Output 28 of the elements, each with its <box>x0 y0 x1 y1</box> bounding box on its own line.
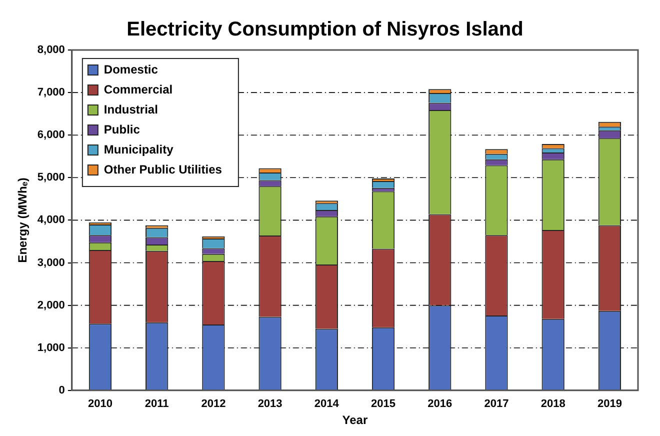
x-axis-title: Year <box>342 413 368 428</box>
x-tick-label: 2016 <box>428 398 452 410</box>
x-tick-label: 2014 <box>314 398 340 410</box>
y-tick-label: 0 <box>58 384 65 396</box>
x-tick-label: 2015 <box>371 398 396 410</box>
y-axis-title: Energy (MWhₑ) <box>16 178 30 263</box>
y-tick-label: 7,000 <box>37 86 65 99</box>
x-tick-label: 2012 <box>201 398 226 410</box>
x-tick-label: 2011 <box>144 398 169 410</box>
chart-title: Electricity Consumption of Nisyros Island <box>126 18 524 41</box>
legend-label: Industrial <box>104 102 158 116</box>
y-tick-label: 5,000 <box>37 172 65 184</box>
legend-label: Commercial <box>104 82 173 96</box>
legend-label: Municipality <box>104 142 174 156</box>
y-tick-label: 6,000 <box>37 129 65 142</box>
y-tick-label: 8,000 <box>37 44 65 56</box>
legend-label: Public <box>104 122 140 136</box>
legend-label: Other Public Utilities <box>104 162 222 176</box>
y-tick-label: 3,000 <box>37 256 65 269</box>
x-tick-label: 2017 <box>484 398 509 410</box>
y-tick-label: 4,000 <box>37 214 65 226</box>
x-tick-label: 2018 <box>540 398 566 410</box>
x-tick-label: 2019 <box>597 398 622 410</box>
x-tick-label: 2010 <box>88 398 112 410</box>
y-tick-label: 2,000 <box>37 299 65 312</box>
y-tick-label: 1,000 <box>37 342 65 354</box>
legend-label: Domestic <box>104 62 158 76</box>
x-tick-label: 2013 <box>258 398 282 410</box>
